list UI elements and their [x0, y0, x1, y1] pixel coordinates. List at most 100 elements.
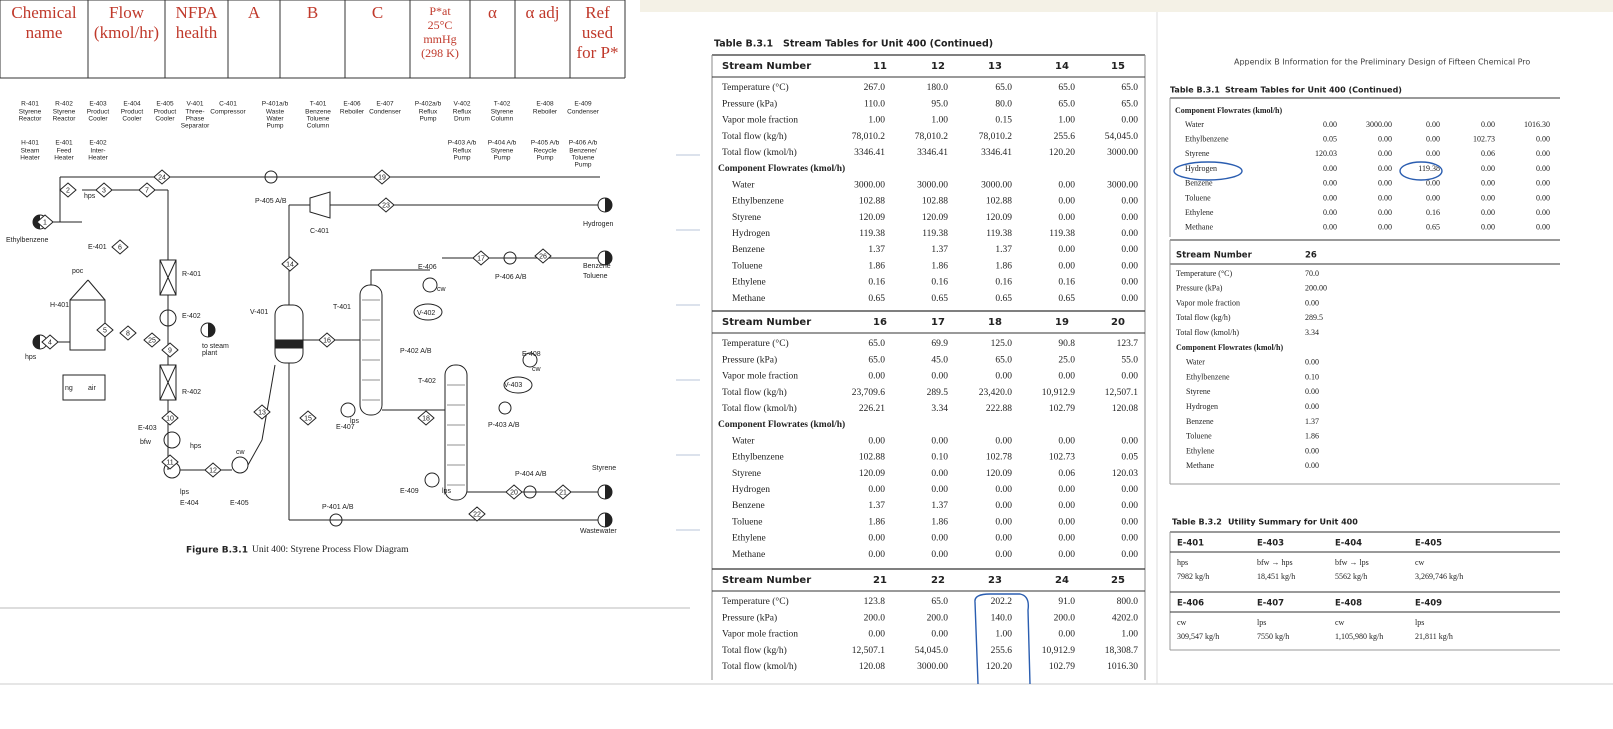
equipment-desc: Styrene [491, 109, 514, 116]
cell: 0.00 [1121, 550, 1138, 560]
cell: 3000.00 [1107, 180, 1138, 190]
cell: 102.73 [1473, 135, 1495, 144]
stream-number: 19 [378, 174, 386, 181]
equipment-desc: Inter- [90, 148, 105, 155]
diagram-label: Hydrogen [583, 221, 613, 228]
cell: 3000.00 [917, 180, 948, 190]
cell: 10,912.9 [1042, 646, 1076, 656]
stream-number: 12 [209, 467, 217, 474]
equipment-desc: Heater [88, 155, 108, 162]
row-label: Water [732, 180, 755, 190]
diagram-label: E-405 [230, 500, 249, 507]
row-label: Temperature (°C) [1176, 269, 1233, 278]
cell: 65.0 [995, 355, 1012, 365]
diagram-label: hps [84, 193, 96, 200]
cell: 120.03 [1112, 469, 1138, 479]
diagram-label: R-402 [182, 389, 201, 396]
row-label: Ethylbenzene [1185, 135, 1229, 144]
cell: 0.00 [1536, 135, 1550, 144]
cell: 0.00 [868, 436, 885, 446]
cell: 1.37 [868, 245, 885, 255]
equipment-desc: Feed [57, 148, 72, 155]
row-label: Hydrogen [732, 485, 770, 495]
row-label: Toluene [1185, 193, 1211, 202]
cell: 110.0 [864, 99, 885, 109]
cell: 0.00 [1536, 208, 1550, 217]
stream-marker [534, 248, 552, 264]
utility-amount: 5562 kg/h [1335, 572, 1367, 581]
equipment-desc: Recycle [533, 148, 557, 155]
page-marks [676, 154, 700, 531]
stream-marker [204, 462, 222, 478]
stream-number: 20 [510, 489, 518, 496]
cell: 0.00 [1323, 120, 1337, 129]
stream-number: 18 [988, 317, 1002, 328]
cell: 289.5 [1305, 313, 1323, 322]
cell: 91.0 [1058, 597, 1075, 607]
cell: 120.09 [986, 213, 1012, 223]
column-header: Flow [109, 3, 145, 22]
utility-type: lps [1257, 618, 1266, 627]
cell: 65.0 [1058, 83, 1075, 93]
cell: 0.00 [868, 534, 885, 544]
section-header: Component Flowrates (kmol/h) [718, 419, 845, 430]
stream-header: Stream Number [722, 61, 811, 72]
cell: 0.00 [1536, 164, 1550, 173]
cell: 0.00 [1481, 120, 1495, 129]
cell: 70.0 [1305, 269, 1319, 278]
column-header: (298 K) [421, 46, 459, 60]
diagram-label: hps [190, 443, 202, 450]
equipment-tag: E-408 [536, 101, 554, 108]
stream-number: 9 [168, 347, 172, 354]
diagram-label: E-408 [522, 351, 541, 358]
equipment-desc: Benzene [305, 109, 331, 116]
cell: 0.00 [1121, 436, 1138, 446]
cell: 65.0 [995, 83, 1012, 93]
cell: 119.38 [1418, 164, 1440, 173]
table-label: Table B.3.2 [1172, 518, 1222, 527]
cell: 1.00 [868, 116, 885, 126]
cell: 1016.30 [1107, 662, 1138, 672]
diagram-label: P-406 A/B [495, 274, 527, 281]
utility-amount: 1,105,980 kg/h [1335, 632, 1383, 641]
equipment-desc: Product [154, 109, 177, 116]
cell: 0.00 [1536, 179, 1550, 188]
equipment-tag: R-401 [21, 101, 39, 108]
cell: 0.00 [931, 485, 948, 495]
stream-number: 11 [166, 459, 173, 466]
row-label: Total flow (kg/h) [722, 131, 787, 142]
equipment-desc: Styrene [491, 148, 514, 155]
cell: 0.00 [1121, 294, 1138, 304]
diagram-label: P-402 A/B [400, 348, 432, 355]
row-label: Temperature (°C) [722, 338, 789, 349]
diagram-label: poc [72, 268, 84, 275]
equipment-tag: E-401 [55, 140, 73, 147]
section-header: Component Flowrates (kmol/h) [718, 163, 845, 174]
cell: 65.0 [868, 339, 885, 349]
cell: 0.00 [931, 469, 948, 479]
cell: 0.00 [1058, 501, 1075, 511]
cell: 65.0 [1121, 83, 1138, 93]
cell: 119.38 [922, 229, 948, 239]
stream-marker [417, 410, 435, 426]
equipment-tag: P-401a/b [262, 101, 289, 108]
cell: 125.0 [991, 339, 1013, 349]
stream-number: 13 [988, 61, 1002, 72]
cell: 0.00 [1121, 245, 1138, 255]
cell: 1.37 [1305, 417, 1319, 426]
cell: 78,010.2 [852, 132, 886, 142]
stream-number: 14 [1055, 61, 1069, 72]
stream-marker [318, 332, 336, 348]
cell: 54,045.0 [915, 646, 949, 656]
diagram-label: R-401 [182, 271, 201, 278]
equipment-desc: Heater [54, 155, 74, 162]
cell: 0.00 [995, 501, 1012, 511]
cell: 120.03 [1315, 149, 1337, 158]
cell: 0.00 [1536, 193, 1550, 202]
row-label: Ethylbenzene [732, 197, 784, 207]
stream-marker [281, 256, 299, 272]
stream-number: 18 [422, 415, 430, 422]
utility-tag: E-405 [1415, 539, 1442, 549]
row-label: Pressure (kPa) [1176, 284, 1223, 293]
stream-marker [373, 169, 391, 185]
